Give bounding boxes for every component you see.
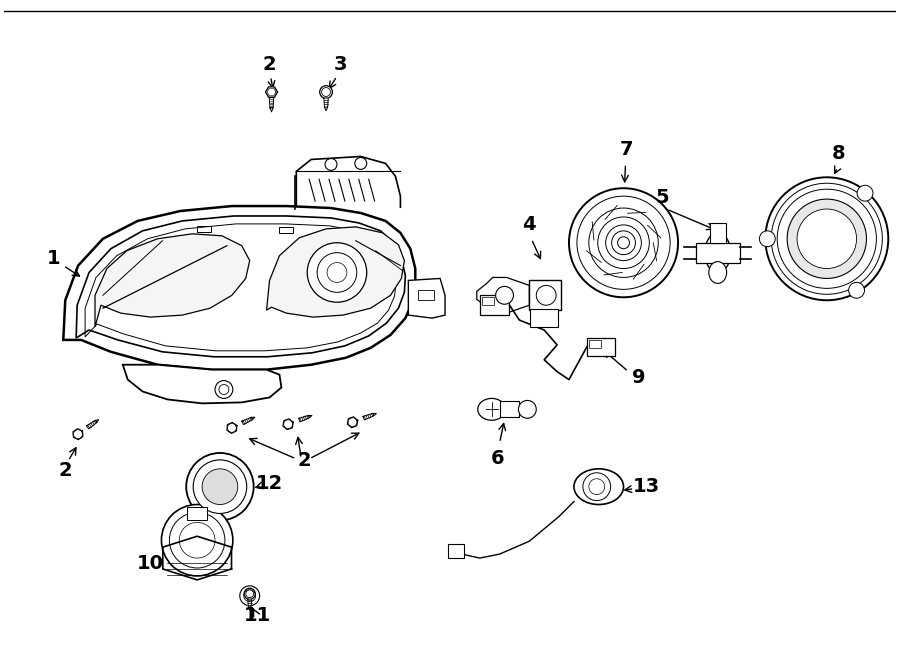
Text: 2: 2 [263, 55, 276, 74]
Bar [710, 223, 725, 243]
Polygon shape [477, 278, 529, 313]
Polygon shape [248, 599, 252, 607]
Polygon shape [73, 428, 83, 440]
Bar [197, 226, 211, 232]
Polygon shape [251, 417, 255, 420]
Circle shape [202, 469, 238, 504]
Circle shape [536, 286, 556, 305]
Polygon shape [283, 419, 293, 430]
Polygon shape [266, 87, 277, 97]
Text: 5: 5 [655, 188, 669, 207]
Ellipse shape [705, 233, 731, 272]
Text: 6: 6 [491, 449, 504, 469]
Circle shape [788, 199, 867, 278]
Polygon shape [227, 422, 237, 434]
Polygon shape [325, 107, 328, 111]
Bar [448, 544, 464, 558]
Polygon shape [86, 420, 97, 429]
Polygon shape [363, 413, 374, 420]
Circle shape [215, 381, 233, 399]
Text: 11: 11 [244, 606, 271, 625]
Bar [696, 243, 740, 262]
Circle shape [797, 209, 857, 268]
Bar [279, 227, 293, 233]
Circle shape [496, 286, 514, 304]
Circle shape [186, 453, 254, 520]
Text: 10: 10 [137, 553, 164, 572]
Polygon shape [242, 417, 253, 424]
Polygon shape [63, 206, 415, 369]
Text: 7: 7 [620, 140, 634, 159]
Text: 2: 2 [297, 451, 311, 471]
Polygon shape [269, 98, 274, 108]
Ellipse shape [478, 399, 506, 420]
Polygon shape [248, 607, 251, 610]
Polygon shape [299, 415, 310, 422]
Circle shape [849, 282, 865, 298]
Bar [482, 297, 493, 305]
Polygon shape [373, 413, 376, 416]
Circle shape [246, 590, 254, 598]
Circle shape [244, 588, 256, 600]
Polygon shape [95, 234, 249, 327]
Circle shape [569, 188, 678, 297]
Text: 12: 12 [256, 474, 284, 493]
Bar [187, 506, 207, 520]
Bar [530, 309, 558, 327]
Polygon shape [324, 98, 328, 107]
Polygon shape [163, 536, 231, 580]
Circle shape [194, 460, 247, 514]
Circle shape [161, 504, 233, 576]
Circle shape [760, 231, 775, 247]
Circle shape [321, 87, 330, 97]
Text: 1: 1 [47, 249, 60, 268]
Text: 3: 3 [334, 55, 347, 74]
Bar [529, 280, 561, 310]
Circle shape [857, 185, 873, 201]
Circle shape [320, 86, 332, 98]
Polygon shape [122, 365, 282, 403]
Polygon shape [95, 420, 99, 422]
Circle shape [307, 243, 366, 302]
Circle shape [518, 401, 536, 418]
Bar [480, 295, 509, 315]
Text: 8: 8 [832, 144, 845, 163]
Ellipse shape [709, 262, 726, 284]
Ellipse shape [574, 469, 624, 504]
Polygon shape [270, 108, 273, 112]
Polygon shape [266, 227, 404, 317]
Text: 4: 4 [523, 215, 536, 235]
Circle shape [765, 177, 888, 300]
Bar [587, 338, 615, 356]
Circle shape [239, 586, 259, 605]
Text: 13: 13 [633, 477, 660, 496]
Bar [500, 401, 519, 417]
Polygon shape [409, 278, 445, 318]
Bar [418, 290, 434, 300]
Polygon shape [309, 415, 312, 418]
Text: 9: 9 [632, 368, 645, 387]
Polygon shape [347, 417, 358, 428]
Bar [589, 340, 600, 348]
Text: 2: 2 [58, 461, 72, 481]
